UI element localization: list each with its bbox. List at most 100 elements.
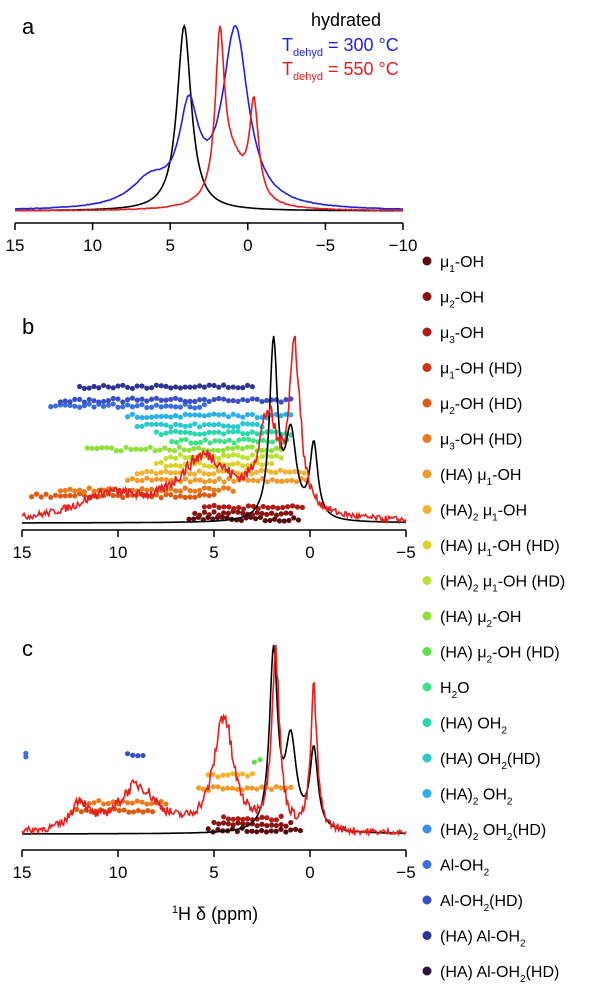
scatter-point-b	[270, 504, 276, 510]
legend-label-part: 2	[452, 690, 458, 701]
scatter-point-b	[81, 403, 87, 409]
legend-label-part: -OH	[492, 609, 521, 626]
legend-label: (HA) OH2​(HD)	[440, 751, 541, 772]
scatter-point-b	[187, 494, 193, 500]
scatter-point-b	[134, 477, 140, 484]
scatter-point-b	[86, 485, 92, 491]
scatter-point-b	[240, 396, 246, 403]
scatter-point-b	[197, 397, 203, 403]
legend-label-part: μ	[477, 609, 486, 626]
series-line-c-0	[22, 644, 407, 835]
scatter-point-b	[139, 414, 145, 421]
x-tick-label-c: 10	[109, 863, 128, 882]
scatter-point-b	[110, 492, 116, 499]
scatter-point-b	[192, 421, 198, 427]
legend-label-part: μ	[477, 645, 486, 662]
legend-label-part: μ	[440, 361, 449, 378]
scatter-point-b	[207, 478, 213, 484]
legend-label-part: -OH	[492, 467, 521, 484]
scatter-point-b	[158, 469, 164, 475]
scatter-point-b	[201, 492, 207, 498]
legend-label-part: 2	[507, 832, 513, 843]
scatter-point-b	[182, 476, 189, 482]
scatter-point-b	[240, 454, 246, 460]
scatter-point-b	[142, 446, 149, 452]
legend-marker	[422, 576, 432, 585]
scatter-point-b	[77, 383, 83, 390]
scatter-point-b	[187, 412, 193, 418]
scatter-point-b	[115, 404, 121, 410]
scatter-point-b	[235, 428, 241, 435]
scatter-point-b	[249, 452, 255, 458]
scatter-point-b	[53, 403, 59, 409]
scatter-point-b	[255, 478, 261, 484]
scatter-point-c	[215, 784, 221, 790]
scatter-point-b	[206, 429, 212, 435]
scatter-point-b	[210, 471, 217, 477]
scatter-point-c	[96, 797, 102, 804]
scatter-point-c	[259, 821, 265, 827]
scatter-point-b	[215, 447, 221, 454]
scatter-point-b	[269, 477, 275, 483]
scatter-point-b	[240, 506, 247, 512]
scatter-point-b	[149, 414, 155, 420]
scatter-point-c	[288, 819, 294, 826]
scatter-point-b	[283, 510, 289, 516]
scatter-point-b	[129, 385, 135, 392]
scatter-point-b	[168, 396, 174, 402]
scatter-point-c	[254, 829, 260, 835]
scatter-point-c	[249, 828, 255, 834]
scatter-point-b	[67, 486, 73, 492]
scatter-point-b	[216, 384, 222, 390]
scatter-point-b	[285, 504, 291, 510]
scatter-point-b	[201, 402, 207, 408]
scatter-point-b	[186, 516, 192, 522]
scatter-point-c	[135, 753, 141, 759]
scatter-point-b	[99, 444, 105, 451]
scatter-point-b	[265, 505, 271, 511]
scatter-point-b	[288, 510, 294, 516]
legend-marker	[422, 682, 432, 692]
legend-label-part: μ	[440, 325, 449, 342]
scatter-point-b	[105, 384, 111, 390]
scatter-point-b	[138, 446, 144, 453]
scatter-point-b	[244, 444, 250, 450]
scatter-point-b	[177, 488, 183, 494]
scatter-point-b	[192, 477, 198, 483]
scatter-point-b	[197, 477, 203, 483]
scatter-point-b	[275, 505, 281, 511]
scatter-point-b	[301, 470, 307, 476]
scatter-point-c	[278, 813, 284, 819]
scatter-point-b	[81, 399, 87, 405]
scatter-point-c	[288, 784, 294, 790]
legend-label-part: 2	[484, 903, 490, 914]
legend-marker	[422, 363, 432, 372]
scatter-point-b	[197, 383, 203, 389]
scatter-point-b	[269, 460, 275, 467]
x-tick-label-c: −5	[396, 863, 415, 882]
scatter-point-b	[201, 447, 207, 453]
scatter-point-c	[135, 808, 141, 814]
scatter-point-b	[152, 448, 158, 454]
scatter-point-b	[158, 421, 164, 427]
legend-label-part: 2	[520, 974, 526, 985]
scatter-point-b	[144, 487, 150, 493]
scatter-point-b	[134, 397, 140, 403]
scatter-point-b	[235, 509, 241, 515]
scatter-point-b	[226, 504, 232, 510]
scatter-point-b	[258, 467, 264, 474]
scatter-point-b	[89, 445, 95, 451]
scatter-point-b	[197, 492, 203, 498]
scatter-point-c	[278, 821, 284, 828]
legend-marker	[422, 860, 432, 869]
scatter-point-b	[201, 384, 207, 390]
scatter-point-b	[38, 494, 44, 500]
scatter-point-c	[149, 809, 156, 815]
scatter-point-b	[173, 404, 179, 410]
x-tick-label-a: 5	[165, 236, 174, 255]
scatter-point-b	[153, 460, 159, 467]
scatter-point-b	[240, 385, 246, 391]
scatter-point-b	[139, 383, 145, 389]
scatter-point-b	[123, 444, 129, 450]
scatter-point-b	[120, 382, 126, 388]
